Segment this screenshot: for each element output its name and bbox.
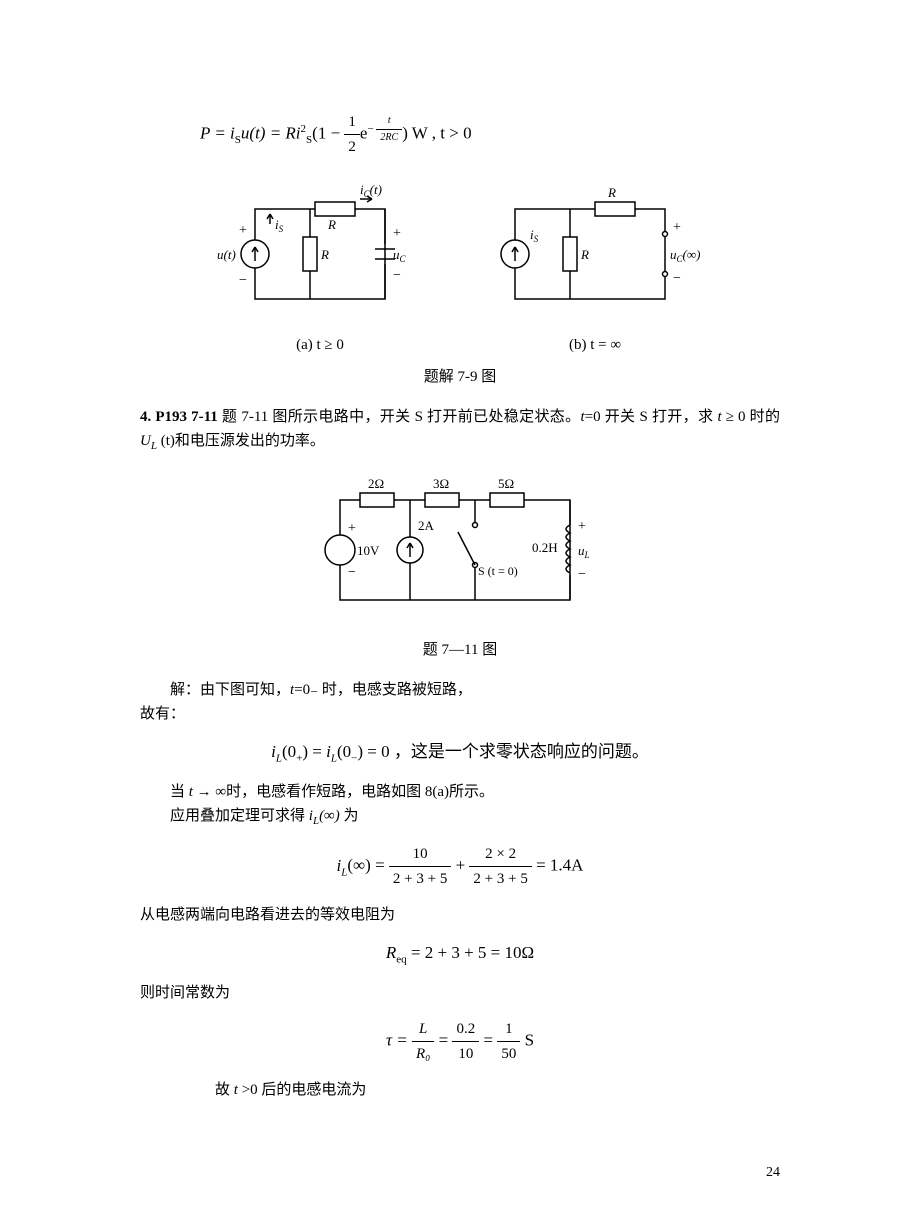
equation-p: P = iSu(t) = Ri2S(1 − 12e− t2RC) W , t >… xyxy=(200,110,780,159)
fig-b-label: (b) t = ∞ xyxy=(485,333,705,357)
problem-title: 4. P193 7-11 xyxy=(140,409,218,425)
fig-7-9-caption: 题解 7-9 图 xyxy=(140,365,780,389)
circuit-b: R iS R + uC(∞) − xyxy=(485,179,705,329)
label-uc-a: uC xyxy=(393,247,407,264)
a-label: 2A xyxy=(418,518,435,533)
v-label: 10V xyxy=(357,543,380,558)
svg-text:+: + xyxy=(348,521,356,536)
svg-text:−: − xyxy=(578,567,586,582)
svg-text:−: − xyxy=(239,273,247,288)
svg-text:+: + xyxy=(578,519,586,534)
sol-line6: 则时间常数为 xyxy=(140,981,780,1005)
sol-line1: 解：由下图可知，t=0₋ 时，电感支路被短路， xyxy=(140,678,780,702)
label-is-b: iS xyxy=(530,227,539,244)
sol-line5: 从电感两端向电路看进去的等效电阻为 xyxy=(140,903,780,927)
page-number: 24 xyxy=(140,1162,780,1184)
eq-iLinf: iL(∞) = 102 + 3 + 5 + 2 × 22 + 3 + 5 = 1… xyxy=(140,842,780,891)
ul-label: UL xyxy=(140,433,157,449)
problem-7-11: 4. P193 7-11 题 7-11 图所示电路中，开关 S 打开前已处稳定状… xyxy=(140,405,780,456)
fig-a-label: (a) t ≥ 0 xyxy=(215,333,425,357)
ul-fig-label: uL xyxy=(578,543,590,560)
eq-iL0: iL(0+) = iL(0−) = 0 ，这是一个求零状态响应的问题。 xyxy=(140,738,780,768)
label-r-top-a: R xyxy=(327,217,336,232)
fig-7-11-caption: 题 7—11 图 xyxy=(140,638,780,662)
label-ut: u(t) xyxy=(217,247,236,262)
circuit-a: iC(t) R iS + u(t) − R + uC − xyxy=(215,179,425,329)
l-label: 0.2H xyxy=(532,540,558,555)
sol-line7: 故 t >0 后的电感电流为 xyxy=(215,1078,780,1102)
label-ic: iC(t) xyxy=(360,182,382,199)
label-is-a: iS xyxy=(275,217,284,234)
svg-text:−: − xyxy=(393,268,401,283)
figure-7-11: 2Ω 3Ω 5Ω + 10V − 2A S (t = 0) 0.2H + uL … xyxy=(140,470,780,630)
label-r-mid-a: R xyxy=(320,247,329,262)
r3-label: 5Ω xyxy=(498,476,514,491)
svg-text:−: − xyxy=(673,271,681,286)
label-r-mid-b: R xyxy=(580,247,589,262)
svg-text:−: − xyxy=(348,565,356,580)
label-uc-b: uC(∞) xyxy=(670,247,700,264)
r2-label: 3Ω xyxy=(433,476,449,491)
svg-text:+: + xyxy=(239,223,247,238)
sol-line4: 应用叠加定理可求得 iL(∞) 为 xyxy=(170,804,780,831)
sol-line3: 当 t → ∞时，电感看作短路，电路如图 8(a)所示。 xyxy=(170,780,780,804)
svg-text:+: + xyxy=(393,226,401,241)
label-r-top-b: R xyxy=(607,185,616,200)
figure-7-9: iC(t) R iS + u(t) − R + uC − (a) t ≥ 0 xyxy=(140,179,780,357)
eq-req: Req = 2 + 3 + 5 = 10Ω xyxy=(140,939,780,969)
s-label: S (t = 0) xyxy=(478,564,518,578)
svg-text:+: + xyxy=(673,220,681,235)
eq-tau: τ = LR₀ = 0.210 = 150 S xyxy=(140,1017,780,1066)
r1-label: 2Ω xyxy=(368,476,384,491)
sol-line2: 故有： xyxy=(140,702,780,726)
